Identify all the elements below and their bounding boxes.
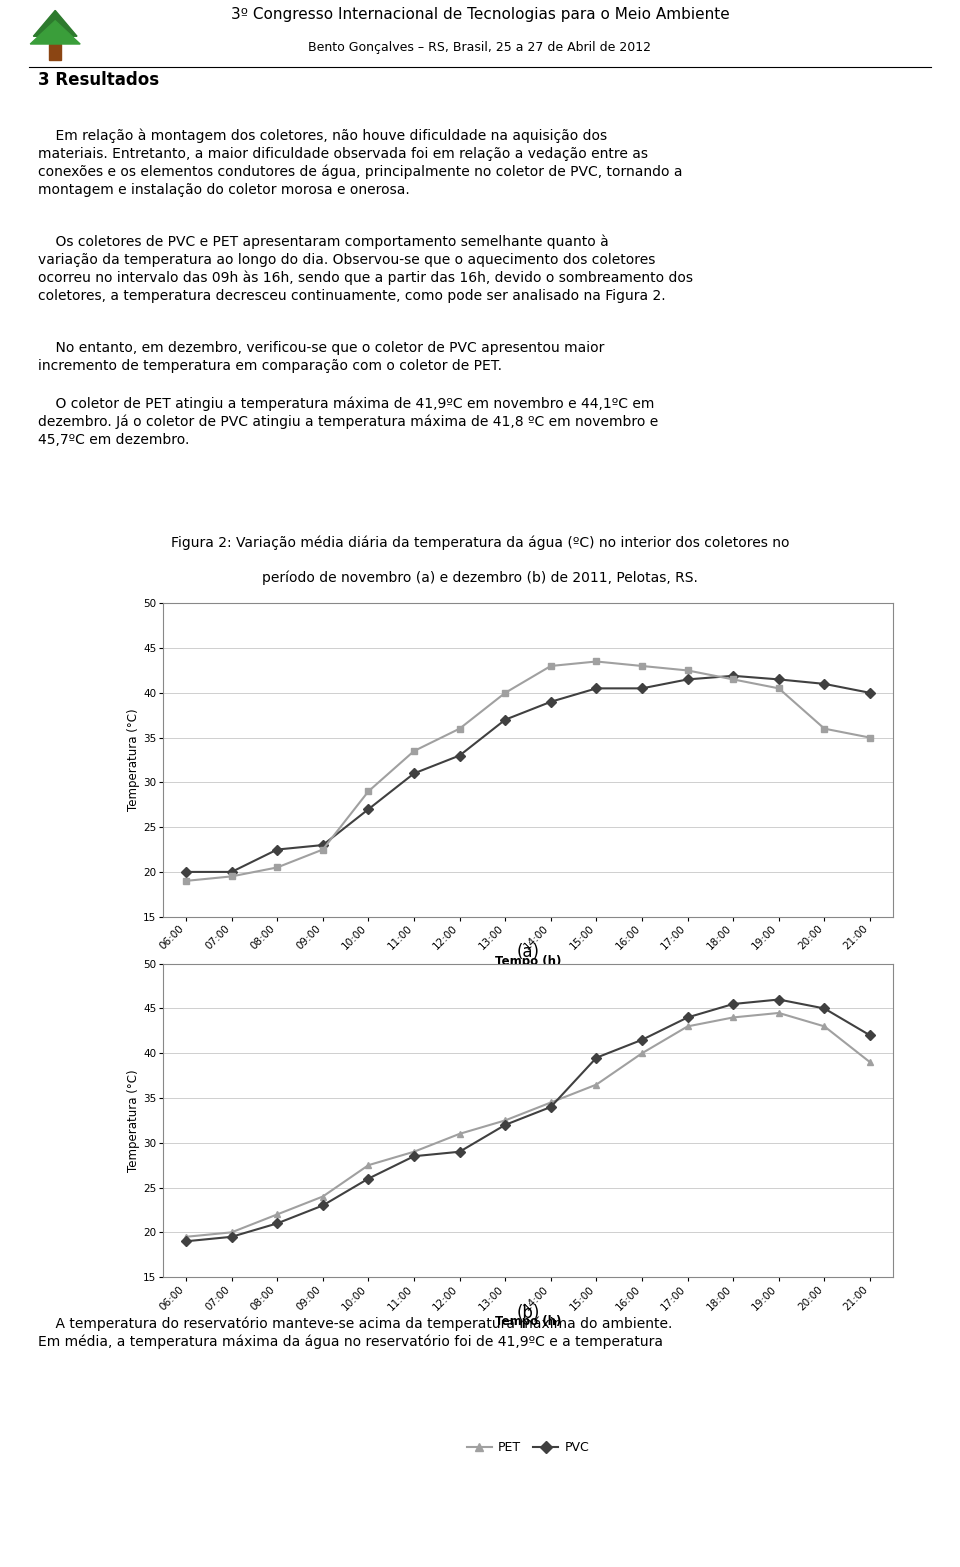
Y-axis label: Temperatura (°C): Temperatura (°C) <box>128 708 140 812</box>
X-axis label: Tempo (h): Tempo (h) <box>494 954 562 967</box>
Y-axis label: Temperatura (°C): Temperatura (°C) <box>128 1069 140 1172</box>
Text: A temperatura do reservatório manteve-se acima da temperatura máxima do ambiente: A temperatura do reservatório manteve-se… <box>38 1316 673 1349</box>
Bar <box>49 44 61 60</box>
Legend: PET, PVC: PET, PVC <box>462 1435 594 1459</box>
Text: 3º Congresso Internacional de Tecnologias para o Meio Ambiente: 3º Congresso Internacional de Tecnologia… <box>230 6 730 22</box>
Text: Em relação à montagem dos coletores, não houve dificuldade na aquisição dos
mate: Em relação à montagem dos coletores, não… <box>38 128 683 197</box>
Text: No entanto, em dezembro, verificou-se que o coletor de PVC apresentou maior
incr: No entanto, em dezembro, verificou-se qu… <box>38 342 605 373</box>
Polygon shape <box>31 20 80 44</box>
Polygon shape <box>34 11 77 36</box>
Text: Figura 2: Variação média diária da temperatura da água (ºC) no interior dos cole: Figura 2: Variação média diária da tempe… <box>171 536 789 550</box>
X-axis label: Tempo (h): Tempo (h) <box>494 1315 562 1327</box>
Text: (b): (b) <box>516 1304 540 1321</box>
Text: 3 Resultados: 3 Resultados <box>38 71 159 88</box>
Legend: PET, PVC: PET, PVC <box>462 1075 594 1098</box>
Text: O coletor de PET atingiu a temperatura máxima de 41,9ºC em novembro e 44,1ºC em
: O coletor de PET atingiu a temperatura m… <box>38 396 659 447</box>
Text: Bento Gonçalves – RS, Brasil, 25 a 27 de Abril de 2012: Bento Gonçalves – RS, Brasil, 25 a 27 de… <box>308 41 652 53</box>
Text: período de novembro (a) e dezembro (b) de 2011, Pelotas, RS.: período de novembro (a) e dezembro (b) d… <box>262 570 698 584</box>
Text: (a): (a) <box>516 943 540 961</box>
Text: Os coletores de PVC e PET apresentaram comportamento semelhante quanto à
variaçã: Os coletores de PVC e PET apresentaram c… <box>38 235 693 304</box>
